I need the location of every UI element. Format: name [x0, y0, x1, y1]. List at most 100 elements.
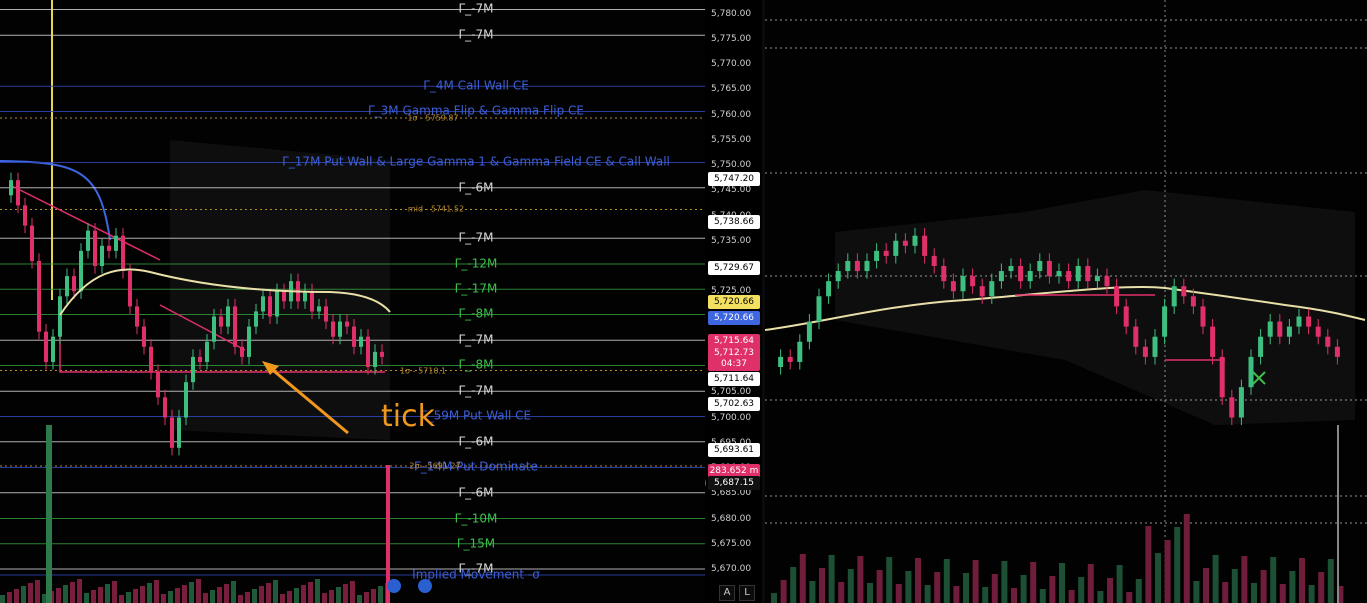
right-candle-body [1027, 271, 1033, 282]
price-tick-label: 5,745.00 [711, 185, 752, 196]
volume-bar [294, 588, 299, 603]
right-volume-bar [1193, 581, 1200, 603]
right-volume-bar [1164, 540, 1171, 603]
right-candle-body [874, 250, 880, 261]
log-scale-button[interactable]: L [739, 585, 755, 601]
candle-body [359, 336, 363, 347]
volume-bar [224, 584, 229, 603]
price-tick-label: 5,750.00 [711, 160, 752, 170]
right-candle-body [912, 235, 918, 246]
right-chart-canvas[interactable] [765, 0, 1367, 603]
right-volume-bar [809, 581, 816, 603]
gamma-level-label: Γ_-6M [458, 180, 494, 195]
right-volume-bar [780, 580, 787, 603]
right-volume-bar [1299, 558, 1305, 603]
candle-body [128, 271, 132, 307]
right-candle-body [826, 281, 832, 297]
right-candle-body [1171, 286, 1177, 307]
candle-body [240, 346, 244, 357]
candle-body [345, 321, 349, 327]
right-chart-pane[interactable] [765, 0, 1367, 603]
volume-bar [301, 585, 306, 603]
candle-body [170, 417, 174, 448]
right-candle-body [1046, 260, 1052, 277]
right-candle-body [998, 271, 1004, 282]
volume-bar [182, 585, 187, 603]
gamma-level-label: Γ_59M Put Wall CE [420, 408, 532, 423]
right-volume-bar [1145, 526, 1152, 603]
gamma-level-label: Γ_-6M [458, 485, 494, 500]
gamma-level-label: Γ_-7M [458, 332, 494, 347]
right-volume-bar [1251, 583, 1257, 603]
candle-body [198, 356, 202, 362]
price-badge: 5,702.63 [708, 397, 760, 412]
right-volume-bar [867, 583, 873, 603]
candle-body [65, 276, 69, 297]
right-volume-bar [905, 571, 912, 603]
event-icon [418, 579, 432, 593]
candle-body [268, 296, 272, 317]
volume-bar [336, 587, 341, 603]
volume-bar [259, 586, 264, 603]
right-volume-bar [1327, 559, 1334, 603]
candle-body [324, 306, 328, 322]
volume-bar [175, 588, 180, 603]
pane-divider[interactable] [762, 0, 765, 603]
right-candle-body [787, 356, 793, 362]
right-candle-body [1258, 336, 1264, 357]
price-tick-label: 5,705.00 [711, 387, 752, 398]
plus-icon[interactable]: + [705, 475, 706, 490]
left-chart-canvas[interactable] [0, 0, 705, 603]
right-volume-bar [1270, 557, 1277, 603]
volume-bar [189, 582, 194, 603]
gamma-level-label: Γ_-10M [454, 510, 498, 525]
price-tick-label: 5,675.00 [711, 538, 752, 549]
candle-body [86, 230, 90, 251]
right-volume-bar [1241, 556, 1248, 603]
auto-scale-button[interactable]: A [719, 585, 735, 601]
right-volume-bar [953, 586, 960, 603]
right-volume-bar [1135, 579, 1142, 603]
volume-bar [0, 595, 5, 603]
right-volume-bar [1231, 569, 1238, 603]
right-volume-bar [847, 569, 854, 603]
candle-body [23, 205, 27, 226]
candle-body [191, 356, 195, 383]
price-tick-label: 5,700.00 [711, 412, 752, 423]
gamma-level-label: Γ_17M Put Wall & Large Gamma 1 & Gamma F… [282, 154, 670, 169]
volume-bar [203, 593, 208, 603]
right-volume-bar [1155, 553, 1161, 603]
right-candle-body [1325, 336, 1331, 347]
price-badge: 5,715.64 [708, 334, 760, 349]
right-vwap-line [765, 285, 1366, 331]
volume-bar [119, 595, 124, 603]
price-tick-label: 5,755.00 [711, 134, 752, 145]
right-volume-bar [924, 585, 931, 603]
right-candle-body [1210, 326, 1216, 357]
candle-body [79, 250, 83, 292]
price-axis[interactable]: 5,780.00 5,775.00 5,770.00 5,765.00 5,760.00… [705, 0, 762, 603]
sigma-note: 1σ - 5759.87 [407, 113, 459, 123]
blue-curve [0, 160, 111, 241]
sigma-note: mid - 5741.52 [407, 204, 465, 214]
right-candle-body [1306, 316, 1312, 327]
gamma-level-label: Γ_4M Call Wall CE [423, 78, 529, 93]
volume-bar [84, 593, 89, 603]
candle-body [30, 225, 34, 261]
price-tick-label: 5,695.00 [711, 438, 751, 448]
candle-body [352, 326, 356, 347]
volume-bar [56, 588, 61, 603]
right-red-level [1015, 294, 1225, 361]
right-volume-bar [1174, 527, 1181, 603]
price-tick-label: 5,670.00 [711, 564, 752, 574]
right-volume-bar [1126, 592, 1133, 603]
volume-bar [105, 584, 110, 603]
price-badge: 5,720.66 [708, 294, 760, 309]
candle-body [16, 180, 20, 206]
left-chart-pane[interactable]: Γ_-7M Γ_-7M Γ_4M Call Wall CE Γ_3M Gamma Fl… [0, 0, 705, 603]
right-candle-body [989, 281, 995, 297]
right-volume-bar [1049, 576, 1056, 603]
price-badge: 5,729.67 [708, 260, 760, 275]
right-candle-body [931, 255, 937, 266]
candle-body [303, 291, 307, 302]
